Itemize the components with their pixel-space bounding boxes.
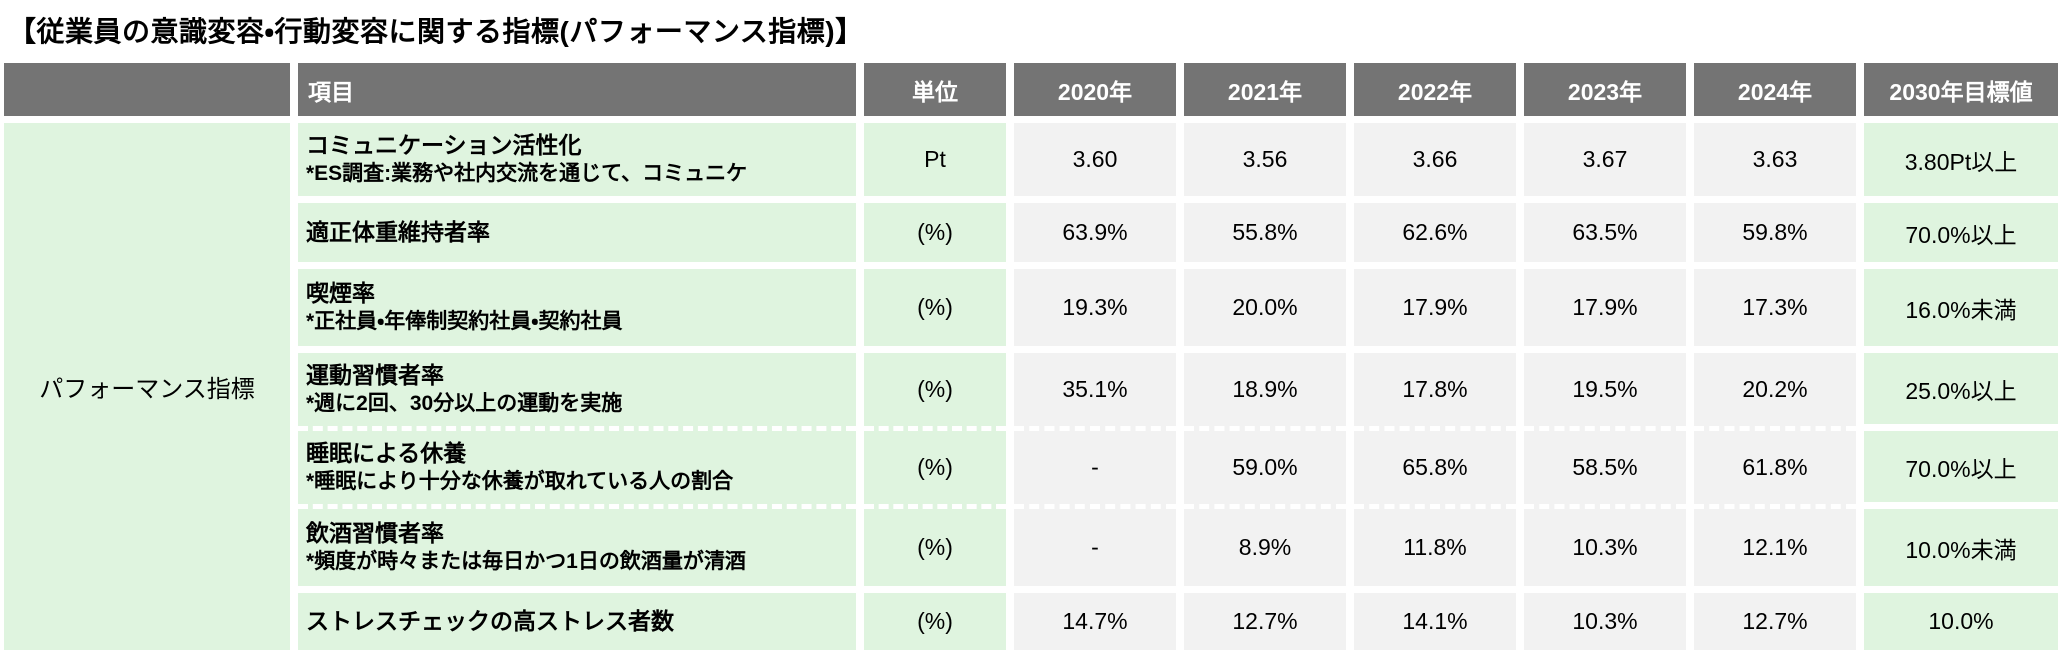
- performance-indicator-table: 項目 単位 2020年 2021年 2022年 2023年 2024年 2030…: [4, 63, 2062, 657]
- col-header-unit: 単位: [864, 63, 1006, 123]
- value-cell: 65.8%: [1354, 431, 1516, 509]
- item-cell: ストレスチェックの高ストレス者数: [298, 593, 856, 657]
- item-name: 適正体重維持者率: [306, 218, 490, 245]
- value-cell: 11.8%: [1354, 509, 1516, 593]
- item-name: コミュニケーション活性化: [306, 132, 582, 159]
- header-corner-cell: [4, 63, 290, 123]
- unit-cell: (%): [864, 509, 1006, 593]
- item-cell: 喫煙率 *正社員・年俸制契約社員・契約社員: [298, 269, 856, 353]
- value-cell: 14.1%: [1354, 593, 1516, 657]
- target-cell: 10.0%未満: [1864, 509, 2058, 593]
- value-cell: 58.5%: [1524, 431, 1686, 509]
- unit-cell: (%): [864, 593, 1006, 657]
- value-cell: 62.6%: [1354, 203, 1516, 269]
- target-cell: 16.0%未満: [1864, 269, 2058, 353]
- col-header-item: 項目: [298, 63, 856, 123]
- col-header-year-2020: 2020年: [1014, 63, 1176, 123]
- item-note: *ES調査:業務や社内交流を通じて、コミュニケ: [306, 161, 748, 185]
- value-cell: 12.7%: [1694, 593, 1856, 657]
- value-cell: 35.1%: [1014, 353, 1176, 431]
- value-cell: 17.9%: [1524, 269, 1686, 353]
- unit-cell: Pt: [864, 123, 1006, 203]
- value-cell: 59.8%: [1694, 203, 1856, 269]
- item-cell: 飲酒習慣者率 *頻度が時々または毎日かつ1日の飲酒量が清酒: [298, 509, 856, 593]
- unit-cell: (%): [864, 353, 1006, 431]
- item-cell: 適正体重維持者率: [298, 203, 856, 269]
- value-cell: 17.9%: [1354, 269, 1516, 353]
- col-header-year-2022: 2022年: [1354, 63, 1516, 123]
- col-header-year-2024: 2024年: [1694, 63, 1856, 123]
- value-cell: 55.8%: [1184, 203, 1346, 269]
- value-cell: 10.3%: [1524, 593, 1686, 657]
- value-cell: 17.8%: [1354, 353, 1516, 431]
- item-note: *週に2回、30分以上の運動を実施: [306, 391, 623, 415]
- value-cell: 14.7%: [1014, 593, 1176, 657]
- unit-cell: (%): [864, 431, 1006, 509]
- target-cell: 25.0%以上: [1864, 353, 2058, 431]
- group-label-cell: パフォーマンス指標: [4, 123, 290, 657]
- item-name: 喫煙率: [306, 280, 375, 307]
- target-cell: 70.0%以上: [1864, 431, 2058, 509]
- target-cell: 10.0%: [1864, 593, 2058, 657]
- target-cell: 70.0%以上: [1864, 203, 2058, 269]
- unit-cell: (%): [864, 269, 1006, 353]
- value-cell: -: [1014, 431, 1176, 509]
- value-cell: 17.3%: [1694, 269, 1856, 353]
- value-cell: 10.3%: [1524, 509, 1686, 593]
- item-note: *睡眠により十分な休養が取れている人の割合: [306, 469, 734, 493]
- value-cell: 3.66: [1354, 123, 1516, 203]
- col-header-year-2021: 2021年: [1184, 63, 1346, 123]
- item-name: 運動習慣者率: [306, 362, 444, 389]
- value-cell: 3.67: [1524, 123, 1686, 203]
- value-cell: 20.2%: [1694, 353, 1856, 431]
- value-cell: 12.7%: [1184, 593, 1346, 657]
- item-name: ストレスチェックの高ストレス者数: [306, 607, 674, 634]
- value-cell: 3.63: [1694, 123, 1856, 203]
- item-cell: コミュニケーション活性化 *ES調査:業務や社内交流を通じて、コミュニケ: [298, 123, 856, 203]
- item-cell: 運動習慣者率 *週に2回、30分以上の運動を実施: [298, 353, 856, 431]
- item-cell: 睡眠による休養 *睡眠により十分な休養が取れている人の割合: [298, 431, 856, 509]
- value-cell: 19.3%: [1014, 269, 1176, 353]
- value-cell: -: [1014, 509, 1176, 593]
- col-header-year-2023: 2023年: [1524, 63, 1686, 123]
- value-cell: 20.0%: [1184, 269, 1346, 353]
- unit-cell: (%): [864, 203, 1006, 269]
- value-cell: 3.60: [1014, 123, 1176, 203]
- value-cell: 59.0%: [1184, 431, 1346, 509]
- value-cell: 63.9%: [1014, 203, 1176, 269]
- item-name: 飲酒習慣者率: [306, 520, 444, 547]
- value-cell: 63.5%: [1524, 203, 1686, 269]
- item-note: *頻度が時々または毎日かつ1日の飲酒量が清酒: [306, 549, 746, 573]
- value-cell: 19.5%: [1524, 353, 1686, 431]
- target-cell: 3.80Pt以上: [1864, 123, 2058, 203]
- item-note: *正社員・年俸制契約社員・契約社員: [306, 309, 623, 333]
- page-title: 【従業員の意識変容・行動変容に関する指標(パフォーマンス指標)】: [8, 16, 864, 47]
- item-name: 睡眠による休養: [306, 440, 467, 467]
- col-header-target: 2030年目標値: [1864, 63, 2058, 123]
- value-cell: 3.56: [1184, 123, 1346, 203]
- value-cell: 18.9%: [1184, 353, 1346, 431]
- value-cell: 8.9%: [1184, 509, 1346, 593]
- value-cell: 61.8%: [1694, 431, 1856, 509]
- value-cell: 12.1%: [1694, 509, 1856, 593]
